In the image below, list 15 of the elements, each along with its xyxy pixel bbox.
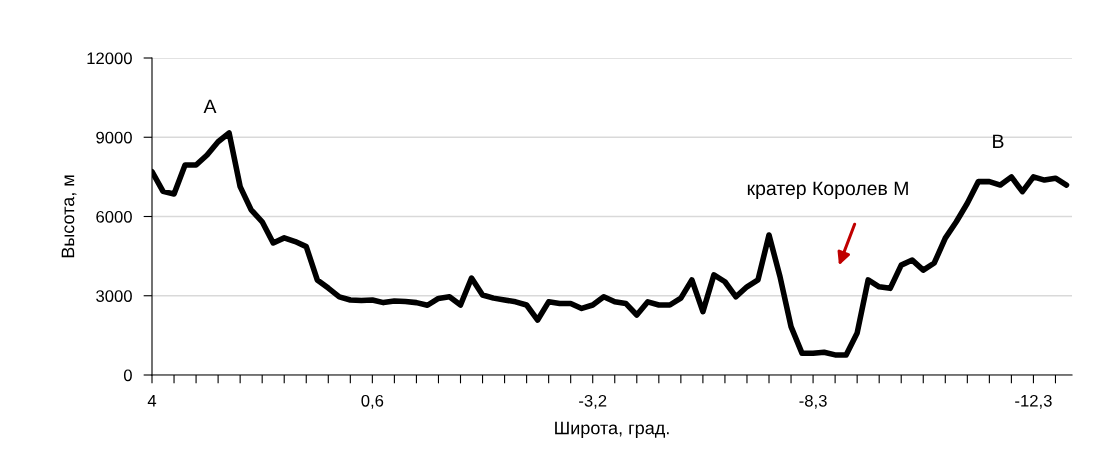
annotation: B: [993, 134, 1004, 149]
x-tick-label: 4: [147, 395, 157, 407]
annotation: A: [203, 99, 217, 114]
y-tick-label: 12000: [87, 52, 132, 65]
y-tick-label: 9000: [96, 131, 132, 144]
y-tick-label: 6000: [96, 210, 132, 223]
x-tick-label: -12,3: [1015, 394, 1052, 409]
x-tick-label: -3,2: [579, 394, 607, 409]
x-tick-label: -8,3: [799, 394, 827, 409]
x-axis-title: Широта, град.: [555, 421, 669, 438]
y-tick-label: 3000: [96, 290, 132, 302]
y-axis-title: Высота, м: [61, 175, 77, 258]
y-tick-label: 0: [123, 369, 132, 382]
annotation: кратер Королев М: [747, 181, 908, 200]
x-tick-label: 0,6: [361, 394, 384, 409]
